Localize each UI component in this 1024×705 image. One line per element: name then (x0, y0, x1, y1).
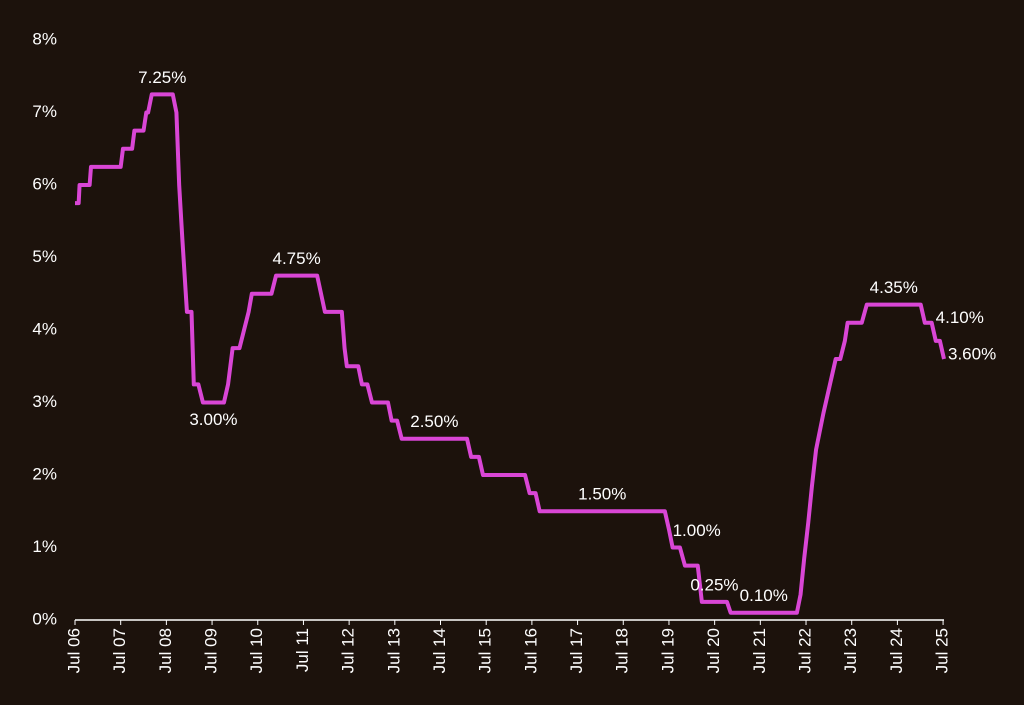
x-tick-label: Jul 21 (750, 628, 769, 673)
y-tick-label: 3% (32, 392, 57, 411)
x-tick-label: Jul 14 (430, 628, 449, 673)
x-tick-label: Jul 07 (110, 628, 129, 673)
line (75, 92, 946, 615)
x-tick-label: Jul 06 (64, 628, 83, 673)
y-tick-label: 7% (32, 102, 57, 121)
x-tick-label: Jul 23 (841, 628, 860, 673)
y-tick-label: 2% (32, 464, 57, 483)
value-label: 7.25% (138, 68, 186, 87)
y-tick-label: 5% (32, 247, 57, 266)
y-tick-label: 1% (32, 537, 57, 556)
y-tick-label: 4% (32, 319, 57, 338)
x-tick-label: Jul 12 (339, 628, 358, 673)
value-label: 4.75% (272, 249, 320, 268)
x-tick-label: Jul 09 (202, 628, 221, 673)
x-tick-label: Jul 24 (887, 628, 906, 673)
x-tick-label: Jul 15 (476, 628, 495, 673)
x-tick-label: Jul 16 (521, 628, 540, 673)
value-label: 0.10% (740, 586, 788, 605)
value-label: 1.50% (578, 485, 626, 504)
value-label: 3.60% (948, 344, 996, 363)
x-tick-label: Jul 22 (796, 628, 815, 673)
x-tick-label: Jul 18 (613, 628, 632, 673)
y-tick-label: 8% (32, 29, 57, 48)
x-tick-label: Jul 10 (247, 628, 266, 673)
value-label: 4.10% (936, 308, 984, 327)
value-label: 0.25% (690, 575, 738, 594)
x-tick-label: Jul 25 (933, 628, 952, 673)
x-tick-label: Jul 20 (704, 628, 723, 673)
x-tick-label: Jul 17 (567, 628, 586, 673)
value-label: 4.35% (870, 278, 918, 297)
value-label: 1.00% (673, 521, 721, 540)
value-label: 2.50% (410, 412, 458, 431)
value-label: 3.00% (189, 410, 237, 429)
y-tick-label: 0% (32, 609, 57, 628)
x-tick-label: Jul 11 (293, 628, 312, 672)
x-tick-label: Jul 19 (658, 628, 677, 673)
x-tick-label: Jul 08 (156, 628, 175, 673)
x-tick-label: Jul 13 (384, 628, 403, 673)
y-tick-label: 6% (32, 174, 57, 193)
